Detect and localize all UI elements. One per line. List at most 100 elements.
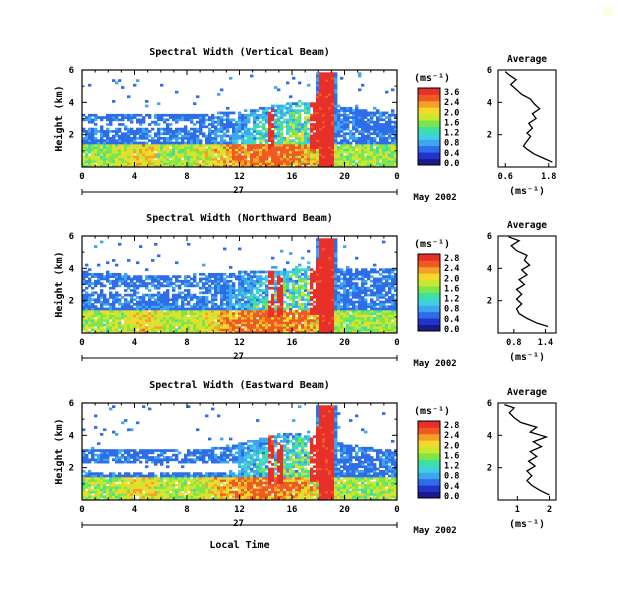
heatmap-cell	[349, 150, 353, 154]
heatmap-cell	[175, 116, 179, 119]
heatmap-cell	[334, 104, 338, 108]
heatmap-cell	[328, 266, 332, 269]
heatmap-cell	[307, 330, 311, 334]
heatmap-cell	[337, 309, 341, 313]
heatmap-cell	[187, 148, 191, 152]
heatmap-cell	[118, 148, 122, 152]
heatmap-cell	[286, 157, 290, 161]
heatmap-cell	[283, 300, 287, 304]
heatmap-cell	[304, 162, 308, 166]
heatmap-cell	[352, 148, 356, 152]
heatmap-cell	[343, 134, 347, 138]
heatmap-cell	[256, 130, 260, 133]
heatmap-cell	[367, 113, 371, 117]
heatmap-cell	[205, 148, 209, 152]
heatmap-cell	[151, 300, 155, 304]
heatmap-cell	[259, 157, 263, 161]
heatmap-cell	[349, 298, 353, 302]
heatmap-cell	[298, 120, 302, 124]
heatmap-cell	[259, 153, 263, 156]
heatmap-cell	[382, 289, 386, 292]
heatmap-cell	[340, 148, 344, 152]
heatmap-cell	[316, 284, 320, 288]
heatmap-cell	[343, 118, 347, 122]
heatmap-cell	[304, 160, 308, 163]
heatmap-cell	[211, 162, 215, 166]
heatmap-cell	[340, 164, 344, 168]
heatmap-cell	[142, 116, 146, 119]
heatmap-cell	[229, 153, 233, 156]
heatmap-cell	[373, 263, 377, 267]
heatmap-cell	[100, 277, 104, 281]
heatmap-cell	[151, 136, 155, 140]
heatmap-cell	[184, 125, 188, 129]
heatmap-cell	[199, 130, 203, 133]
heatmap-cell	[376, 164, 380, 168]
heatmap-cell	[316, 247, 320, 251]
heatmap-cell	[214, 130, 218, 133]
x-tick-label: 8	[184, 338, 189, 348]
heatmap-cell	[226, 160, 230, 163]
heatmap-cell	[253, 130, 257, 133]
heatmap-cell	[85, 146, 89, 149]
heatmap-cell	[118, 242, 122, 246]
heatmap-cell	[292, 123, 296, 126]
heatmap-cell	[361, 148, 365, 152]
heatmap-cell	[310, 319, 314, 322]
heatmap-cell	[97, 157, 101, 161]
heatmap-cell	[124, 316, 128, 320]
heatmap-cell	[280, 146, 284, 149]
heatmap-cell	[286, 282, 290, 285]
heatmap-cell	[148, 321, 152, 325]
heatmap-cell	[382, 240, 386, 244]
heatmap-cell	[112, 328, 116, 332]
heatmap-cell	[277, 275, 281, 278]
heatmap-cell	[199, 296, 203, 299]
heatmap-cell	[235, 275, 239, 278]
heatmap-cell	[175, 305, 179, 308]
heatmap-cell	[142, 150, 146, 154]
heatmap-cell	[277, 328, 281, 332]
heatmap-cell	[286, 150, 290, 154]
heatmap-cell	[154, 123, 158, 126]
heatmap-cell	[127, 157, 131, 161]
heatmap-cell	[241, 136, 245, 140]
heatmap-cell	[208, 123, 212, 126]
heatmap-cell	[232, 157, 236, 161]
heatmap-cell	[190, 330, 194, 334]
heatmap-cell	[307, 155, 311, 159]
heatmap-cell	[130, 326, 134, 329]
heatmap-cell	[229, 164, 233, 168]
heatmap-cell	[238, 275, 242, 278]
heatmap-cell	[214, 279, 218, 283]
heatmap-cell	[82, 314, 86, 318]
heatmap-cell	[391, 312, 395, 315]
heatmap-cell	[100, 323, 104, 327]
heatmap-cell	[373, 120, 377, 124]
heatmap-cell	[373, 293, 377, 297]
heatmap-cell	[313, 104, 317, 108]
heatmap-cell	[121, 323, 125, 327]
heatmap-cell	[229, 160, 233, 163]
heatmap-cell	[325, 247, 329, 251]
heatmap-cell	[214, 146, 218, 149]
heatmap-cell	[253, 162, 257, 166]
heatmap-cell	[385, 321, 389, 325]
heatmap-cell	[337, 302, 341, 306]
heatmap-cell	[205, 134, 209, 138]
heatmap-cell	[91, 132, 95, 136]
heatmap-cell	[238, 291, 242, 295]
heatmap-cell	[142, 321, 146, 325]
heatmap-cell	[277, 272, 281, 276]
heatmap-cell	[295, 116, 299, 119]
heatmap-cell	[301, 141, 305, 145]
heatmap-cell	[325, 95, 329, 99]
heatmap-cell	[166, 316, 170, 320]
heatmap-cell	[178, 316, 182, 320]
heatmap-cell	[289, 118, 293, 122]
heatmap-cell	[142, 328, 146, 332]
heatmap-cell	[271, 136, 275, 140]
heatmap-cell	[334, 95, 338, 99]
heatmap-cell	[319, 100, 323, 103]
heatmap-cell	[85, 275, 89, 278]
